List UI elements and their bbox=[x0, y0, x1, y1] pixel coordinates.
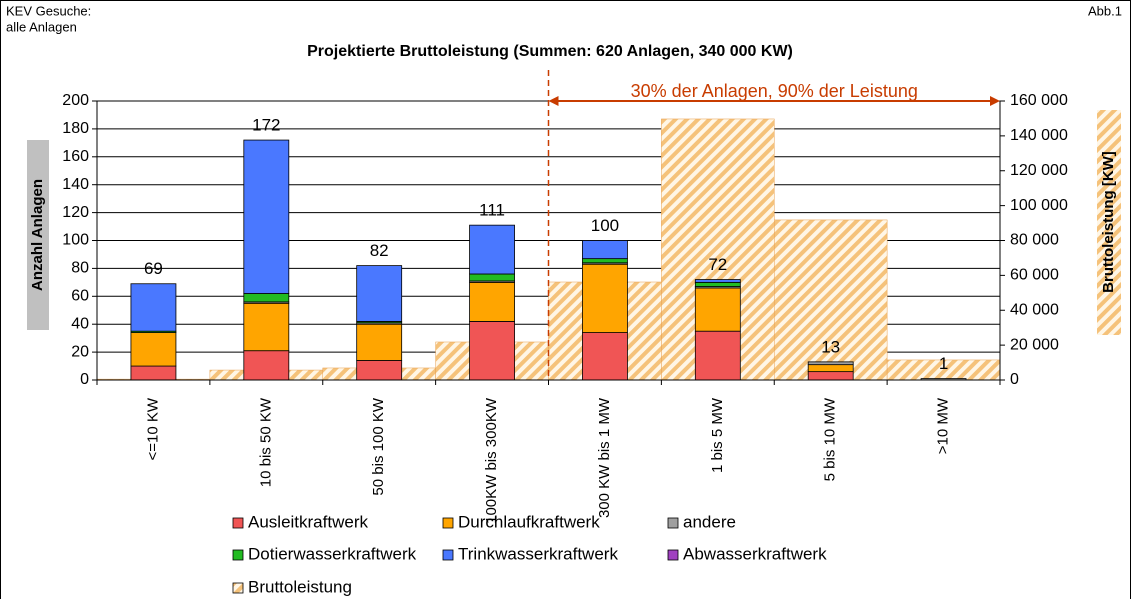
y2-tick-label: 120 000 bbox=[1010, 162, 1068, 179]
legend-swatch bbox=[232, 517, 244, 529]
y-tick-label: 140 bbox=[62, 176, 89, 193]
legend-label: Trinkwasserkraftwerk bbox=[458, 544, 618, 563]
y2-axis-label: Bruttoleistung [KW] bbox=[1100, 151, 1117, 293]
total-label: 82 bbox=[370, 241, 389, 260]
bar-segment bbox=[694, 279, 741, 283]
legend-swatch bbox=[442, 549, 454, 561]
bar-segment bbox=[807, 361, 854, 366]
total-label: 72 bbox=[708, 255, 727, 274]
bar-segment bbox=[356, 323, 403, 361]
y-tick-label: 180 bbox=[62, 120, 89, 137]
bar-segment bbox=[582, 240, 628, 260]
bar-segment bbox=[130, 365, 177, 381]
y-tick-label: 120 bbox=[62, 204, 89, 221]
y-tick-label: 160 bbox=[62, 148, 89, 165]
bar-segment bbox=[694, 281, 741, 287]
total-label: 172 bbox=[252, 116, 280, 135]
bar-segment bbox=[807, 364, 854, 373]
y2-tick-label: 140 000 bbox=[1010, 127, 1068, 144]
ylabel-box bbox=[27, 140, 49, 330]
legend-label: Abwasserkraftwerk bbox=[683, 544, 827, 563]
total-label: 69 bbox=[144, 259, 163, 278]
total-label: 111 bbox=[479, 201, 505, 220]
legend-swatch bbox=[667, 549, 679, 561]
x-tick-label: 5 bis 10 MW bbox=[822, 397, 839, 481]
legend-label: Bruttoleistung bbox=[248, 577, 352, 596]
corner-note: alle Anlagen bbox=[6, 19, 77, 34]
y2-tick-label: 40 000 bbox=[1010, 301, 1059, 318]
y2-tick-label: 60 000 bbox=[1010, 267, 1059, 284]
bar-segment bbox=[243, 302, 290, 352]
y2-tick-label: 160 000 bbox=[1010, 92, 1068, 109]
figure-label: Abb.1 bbox=[1088, 3, 1122, 18]
bar-segment bbox=[469, 224, 515, 275]
bar-segment bbox=[469, 281, 515, 322]
annotation: 30% der Anlagen, 90% der Leistung bbox=[631, 81, 918, 101]
bar-segment bbox=[130, 332, 177, 367]
y-tick-label: 60 bbox=[71, 288, 89, 305]
y2-tick-label: 20 000 bbox=[1010, 336, 1059, 353]
y-tick-label: 80 bbox=[71, 260, 89, 277]
bar-segment bbox=[356, 360, 403, 381]
bar-segment bbox=[582, 263, 628, 333]
total-label: 100 bbox=[591, 216, 619, 235]
bar-segment bbox=[582, 258, 628, 264]
x-tick-label: >10 MW bbox=[935, 397, 952, 454]
bar-segment bbox=[582, 332, 628, 381]
bar-segment bbox=[130, 283, 177, 332]
x-tick-label: 300 KW bis 1 MW bbox=[596, 397, 613, 518]
y2-tick-label: 0 bbox=[1010, 371, 1019, 388]
legend-label: Durchlaufkraftwerk bbox=[458, 512, 600, 531]
bar-segment bbox=[807, 371, 854, 381]
y2-tick-label: 80 000 bbox=[1010, 232, 1059, 249]
legend-swatch bbox=[442, 517, 454, 529]
y-axis-label: Anzahl Anlagen bbox=[29, 179, 46, 291]
legend-label: Ausleitkraftwerk bbox=[248, 512, 368, 531]
y-tick-label: 20 bbox=[71, 343, 89, 360]
x-tick-label: 1 bis 5 MW bbox=[709, 397, 726, 473]
x-tick-label: 100KW bis 300KW bbox=[483, 397, 500, 524]
bar-segment bbox=[469, 321, 515, 381]
y-tick-label: 200 bbox=[62, 92, 89, 109]
y2label-box bbox=[1097, 110, 1121, 335]
legend-label: andere bbox=[683, 512, 736, 531]
bar-segment bbox=[243, 350, 290, 381]
bar-segment bbox=[356, 265, 403, 322]
legend-label: Dotierwasserkraftwerk bbox=[248, 544, 417, 563]
total-label: 1 bbox=[939, 354, 948, 373]
bar-segment bbox=[469, 273, 515, 282]
x-tick-label: 50 bis 100 KW bbox=[370, 397, 387, 495]
brutto-bar bbox=[774, 219, 888, 381]
y-tick-label: 0 bbox=[80, 371, 89, 388]
bar-segment bbox=[694, 330, 741, 381]
chart-title: Projektierte Bruttoleistung (Summen: 620… bbox=[307, 43, 793, 60]
y2-tick-label: 100 000 bbox=[1010, 197, 1068, 214]
bar-segment bbox=[694, 287, 741, 332]
bar-segment bbox=[243, 293, 290, 303]
y-tick-label: 100 bbox=[62, 232, 89, 249]
y-tick-label: 40 bbox=[71, 315, 89, 332]
total-label: 13 bbox=[821, 337, 840, 356]
corner-note: KEV Gesuche: bbox=[6, 3, 91, 18]
bar-segment bbox=[243, 139, 290, 294]
x-tick-label: <=10 KW bbox=[144, 397, 161, 460]
x-tick-label: 10 bis 50 KW bbox=[257, 397, 274, 487]
legend-swatch bbox=[232, 549, 244, 561]
legend-swatch bbox=[232, 582, 244, 594]
legend-swatch bbox=[667, 517, 679, 529]
